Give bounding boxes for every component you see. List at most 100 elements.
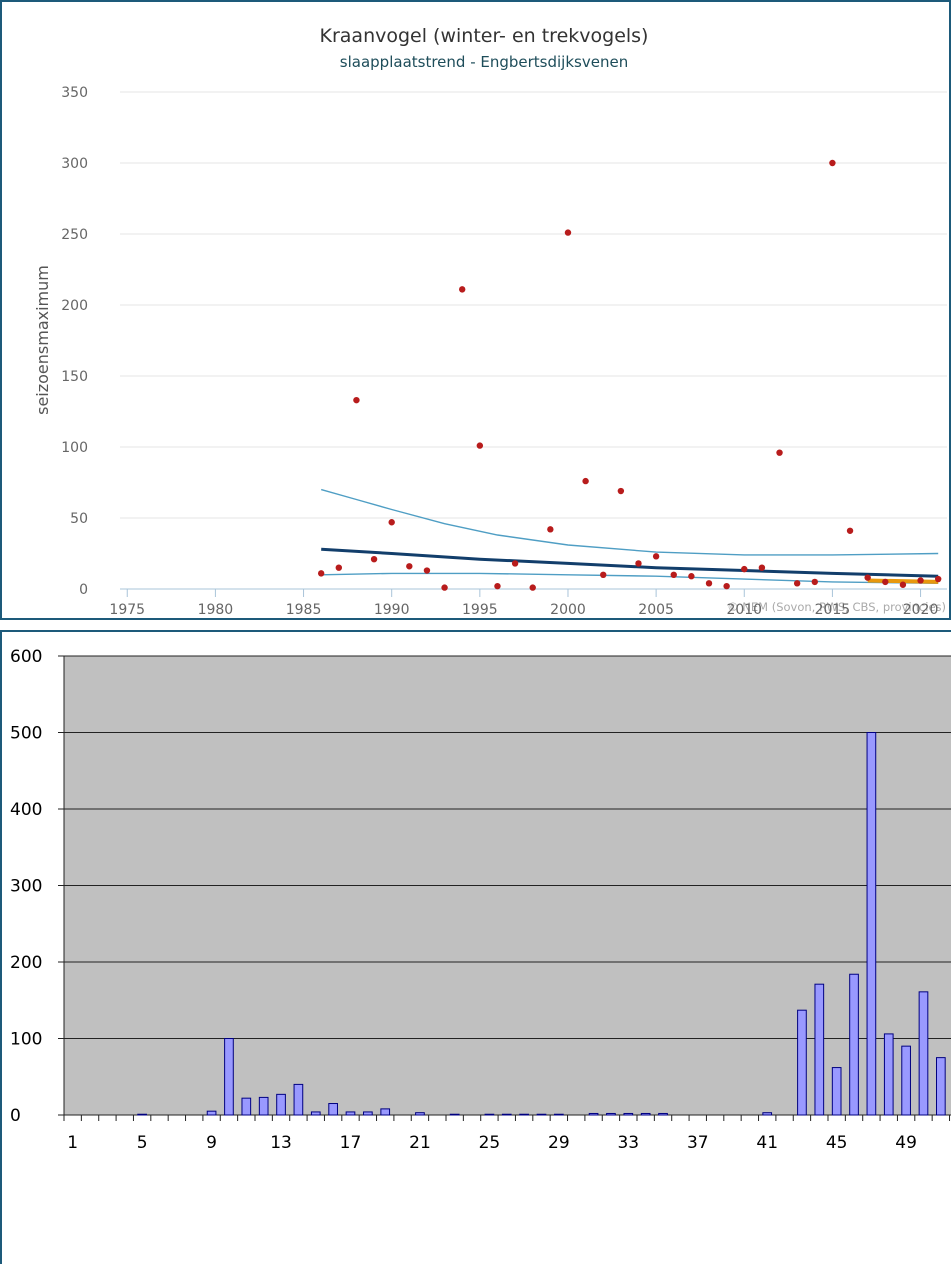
y-tick-label: 300: [10, 877, 42, 897]
data-point: [793, 580, 801, 587]
bar: [380, 1108, 391, 1116]
bar: [328, 1103, 338, 1116]
bar: [658, 1112, 668, 1116]
bar: [918, 991, 929, 1116]
data-point: [600, 571, 607, 578]
x-tick-label: 5: [137, 1133, 148, 1153]
bar: [797, 1009, 807, 1116]
bar: [276, 1093, 286, 1116]
bar: [415, 1112, 425, 1116]
bar: [762, 1112, 773, 1116]
data-point: [388, 519, 395, 526]
bar: [501, 1113, 512, 1116]
data-point: [652, 553, 660, 560]
bar: [831, 1067, 842, 1116]
bar: [849, 973, 859, 1116]
data-point: [547, 526, 554, 533]
y-tick-label: 200: [61, 298, 88, 314]
data-point: [582, 477, 589, 485]
data-point: [688, 573, 695, 580]
x-tick-label: 2010: [726, 602, 762, 618]
data-point: [635, 560, 642, 567]
y-tick-label: 300: [61, 156, 88, 172]
x-tick-label: 2020: [903, 602, 939, 618]
trend-chart-panel: Kraanvogel (winter- en trekvogels) slaap…: [0, 0, 951, 620]
bar: [293, 1083, 304, 1116]
x-tick-label: 21: [409, 1133, 431, 1153]
bar: [640, 1112, 651, 1116]
bar: [224, 1038, 234, 1116]
bar: [310, 1111, 321, 1116]
bar: [883, 1033, 894, 1116]
x-tick-label: 1995: [462, 602, 498, 618]
bar: [258, 1096, 269, 1116]
bar: [623, 1112, 634, 1116]
data-point: [353, 396, 360, 404]
data-point: [811, 578, 818, 586]
data-point: [406, 563, 413, 570]
data-point: [829, 159, 836, 167]
bar: [137, 1113, 147, 1116]
y-tick-label: 200: [10, 953, 42, 973]
x-tick-label: 1985: [286, 602, 322, 618]
data-point: [670, 571, 677, 578]
bar: [588, 1112, 599, 1116]
x-tick-label: 45: [826, 1133, 848, 1153]
bar: [206, 1110, 217, 1116]
chart-title: Kraanvogel (winter- en trekvogels): [320, 25, 649, 47]
data-point: [934, 575, 942, 583]
x-tick-label: 1: [67, 1133, 78, 1153]
bar: [241, 1097, 252, 1116]
y-axis-label: seizoensmaximum: [33, 265, 52, 415]
chart-subtitle: slaapplaatstrend - Engbertsdijksvenen: [340, 53, 628, 71]
x-tick-label: 1980: [198, 602, 234, 618]
x-tick-label: 2000: [550, 602, 586, 618]
bar: [484, 1113, 495, 1116]
credit-text: © NEM (Sovon, RWS, CBS, provincies): [727, 600, 946, 614]
y-tick-label: 50: [70, 511, 88, 527]
data-point: [459, 286, 466, 293]
trend-chart-svg: Kraanvogel (winter- en trekvogels) slaap…: [33, 25, 947, 618]
bar: [449, 1113, 460, 1116]
data-point: [882, 578, 889, 586]
y-tick-label: 0: [10, 1106, 21, 1126]
y-tick-label: 0: [79, 582, 88, 598]
bar: [866, 732, 877, 1116]
data-point: [564, 229, 572, 236]
data-point: [723, 582, 730, 590]
bar: [519, 1113, 529, 1116]
recent-trend-line: [867, 578, 939, 584]
trend-line: [321, 547, 939, 578]
data-point: [776, 449, 783, 456]
x-tick-label: 2015: [815, 602, 851, 618]
y-tick-label: 150: [61, 369, 88, 385]
x-tick-label: 1975: [109, 602, 145, 618]
y-tick-label: 400: [10, 800, 42, 820]
data-point: [758, 564, 766, 571]
data-point: [511, 560, 519, 567]
data-point: [917, 577, 924, 584]
data-point: [317, 570, 325, 577]
ci-upper-line: [321, 488, 939, 556]
data-point: [494, 582, 501, 590]
x-tick-label: 37: [687, 1133, 709, 1153]
x-tick-label: 2005: [638, 602, 674, 618]
data-point: [617, 487, 625, 495]
x-tick-label: 33: [617, 1133, 639, 1153]
data-point: [370, 555, 378, 563]
y-tick-label: 100: [10, 1030, 42, 1050]
x-tick-label: 1990: [374, 602, 410, 618]
data-point: [335, 564, 343, 571]
x-tick-label: 41: [756, 1133, 778, 1153]
x-tick-label: 17: [340, 1133, 362, 1153]
bar: [606, 1112, 616, 1116]
data-point: [705, 580, 713, 587]
x-tick-label: 9: [206, 1133, 217, 1153]
bar: [536, 1113, 547, 1116]
bar: [345, 1111, 356, 1116]
data-point: [476, 442, 484, 449]
bar: [936, 1057, 946, 1116]
y-tick-label: 350: [61, 85, 88, 101]
y-tick-label: 500: [10, 724, 42, 744]
data-point: [441, 584, 448, 591]
